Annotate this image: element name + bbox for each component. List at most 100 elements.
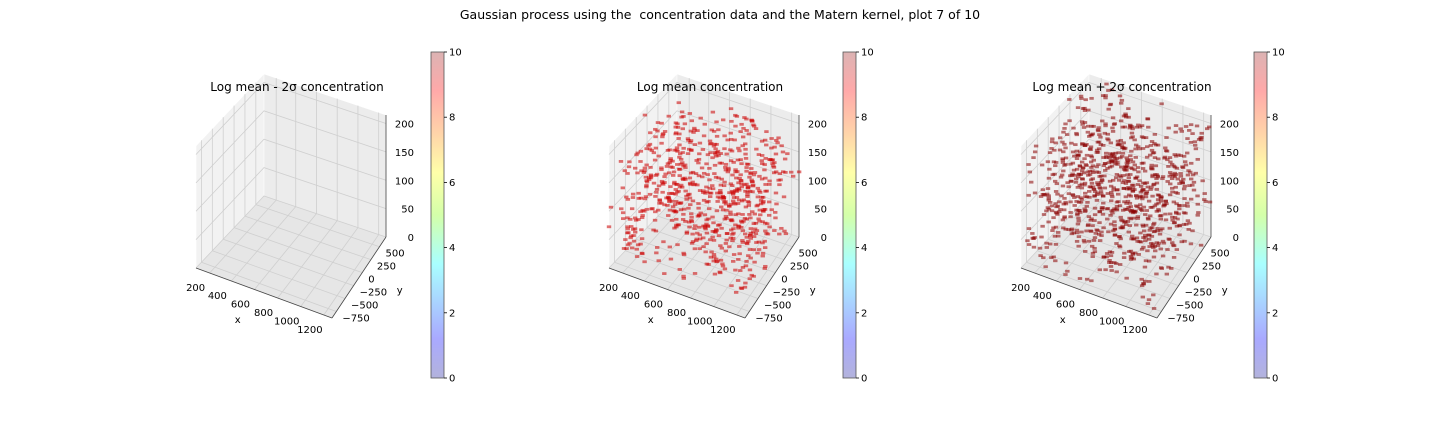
scatter-point <box>1083 250 1088 253</box>
scatter-point <box>1081 171 1087 175</box>
scatter-point <box>747 233 753 237</box>
scatter-point <box>639 216 645 220</box>
y-tick-label: −750 <box>755 314 782 325</box>
scatter-point <box>1074 228 1080 232</box>
scatter-point <box>761 209 766 213</box>
scatter-point <box>639 237 645 241</box>
scatter-point <box>716 223 721 227</box>
scatter-point <box>1082 157 1087 161</box>
scatter-point <box>728 131 733 135</box>
scatter-points <box>606 101 802 294</box>
scatter-point <box>1149 185 1154 189</box>
scatter-point <box>1128 249 1134 253</box>
scatter-point <box>1134 204 1139 208</box>
scatter-point <box>1138 240 1144 244</box>
scatter-point <box>689 241 695 245</box>
scatter-point <box>648 131 653 135</box>
scatter-point <box>699 166 705 170</box>
scatter-point <box>644 163 649 167</box>
scatter-point <box>723 168 729 172</box>
scatter-point <box>1185 151 1190 155</box>
x-tick-label: 1000 <box>1099 317 1124 328</box>
scatter-point <box>767 183 772 186</box>
scatter-point <box>1081 126 1087 129</box>
scatter-point <box>1063 273 1068 276</box>
scatter-point <box>629 225 634 228</box>
scatter-point <box>1171 174 1176 178</box>
scatter-point <box>1110 178 1116 182</box>
scatter-point <box>1070 194 1076 197</box>
scatter-point <box>1171 256 1177 259</box>
scatter-point <box>1066 228 1071 231</box>
scatter-point <box>634 255 640 258</box>
scatter-point <box>1122 200 1127 204</box>
colorbar-tick-label: 8 <box>861 113 867 124</box>
scatter-point <box>704 222 709 226</box>
scatter-point <box>1141 224 1146 228</box>
scatter-point <box>703 250 708 254</box>
colorbar <box>842 51 857 379</box>
scatter-point <box>735 202 741 205</box>
scatter-point <box>721 197 726 201</box>
scatter-point <box>679 185 685 189</box>
scatter-point <box>1101 143 1106 147</box>
scatter-point <box>1067 119 1072 123</box>
scatter-point <box>763 221 768 225</box>
scatter-point <box>1178 154 1183 157</box>
scatter-point <box>737 149 742 153</box>
scatter-point <box>1051 160 1057 164</box>
scatter-point <box>1193 147 1199 151</box>
scatter-point <box>1151 255 1157 259</box>
scatter-point <box>1119 144 1125 148</box>
scatter-point <box>746 204 752 207</box>
scatter-point <box>1121 174 1126 177</box>
scatter-point <box>681 274 686 278</box>
scatter-point <box>1169 267 1174 270</box>
y-tick-label: −750 <box>342 314 369 325</box>
scatter-point <box>1114 270 1119 274</box>
scatter-point <box>1076 175 1081 179</box>
scatter-point <box>1202 198 1207 201</box>
scatter-point <box>745 195 750 198</box>
scatter-point <box>1161 241 1167 245</box>
scatter-point <box>677 268 682 271</box>
scatter-point <box>1187 129 1192 132</box>
scatter-point <box>627 160 632 164</box>
scatter-point <box>661 240 666 244</box>
scatter-point <box>1047 151 1053 155</box>
scatter-point <box>733 290 739 294</box>
scatter-point <box>1154 272 1159 276</box>
scatter-point <box>1076 209 1081 212</box>
scatter-point <box>710 156 715 160</box>
scatter-point <box>1079 230 1084 234</box>
scatter-point <box>1101 255 1106 259</box>
scatter-point <box>1149 167 1154 171</box>
scatter-point <box>760 220 765 224</box>
scatter-point <box>780 150 786 154</box>
scatter-point <box>700 148 706 151</box>
scatter-point <box>692 247 698 251</box>
scatter-point <box>1171 200 1177 204</box>
scatter-point <box>635 243 641 247</box>
grid-x <box>300 227 359 307</box>
scatter-point <box>760 254 765 258</box>
scatter-point <box>748 231 753 235</box>
scatter-point <box>1093 231 1098 235</box>
scatter-point <box>759 139 765 143</box>
x-tick-label: 400 <box>621 291 640 302</box>
scatter-point <box>748 172 753 176</box>
scatter-point <box>1079 182 1084 186</box>
x-tick-label: 1000 <box>687 317 712 328</box>
scatter-point <box>674 217 679 221</box>
scatter-point <box>704 162 709 166</box>
scatter-point <box>708 151 713 155</box>
scatter-point <box>631 234 636 237</box>
scatter-point <box>1190 173 1196 177</box>
scatter-point <box>701 245 706 249</box>
scatter-point <box>730 191 736 195</box>
scatter-point <box>1085 200 1090 204</box>
scatter-point <box>1112 122 1117 126</box>
scatter-point <box>1122 179 1127 183</box>
scatter-point <box>1098 143 1104 146</box>
scatter-point <box>714 209 720 213</box>
